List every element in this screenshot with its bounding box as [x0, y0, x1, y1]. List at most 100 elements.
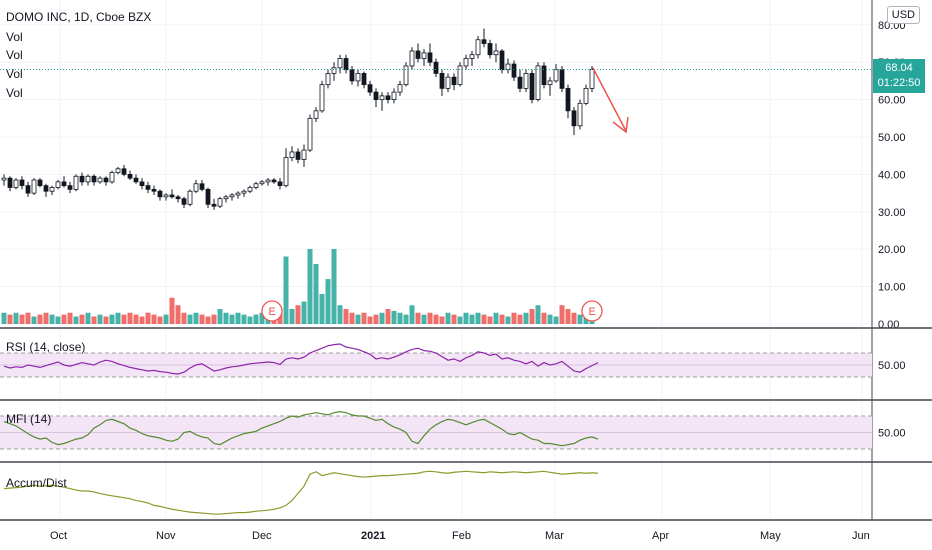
- candle-body: [457, 65, 463, 86]
- volume-bar: [343, 309, 349, 324]
- volume-bar: [205, 316, 211, 324]
- candle-body: [451, 76, 457, 86]
- time-axis-tick-label: Nov: [156, 530, 176, 542]
- candle-body: [199, 183, 205, 190]
- volume-bar: [565, 309, 571, 324]
- candle-body: [259, 181, 265, 185]
- volume-bar: [43, 312, 49, 324]
- volume-bar: [385, 309, 391, 324]
- candle-body: [49, 187, 55, 192]
- candle-body: [487, 43, 493, 56]
- candle-body: [217, 198, 223, 207]
- volume-bar: [1, 312, 7, 324]
- candle-body: [211, 203, 217, 207]
- candle-body: [499, 50, 505, 71]
- mfi-line: [3, 410, 599, 447]
- candle-body: [481, 39, 487, 44]
- candle-body: [157, 190, 163, 198]
- volume-bar: [409, 305, 415, 324]
- volume-bar: [571, 312, 577, 324]
- volume-bar: [529, 309, 535, 324]
- candle-body: [163, 194, 169, 198]
- candle-body: [127, 173, 133, 179]
- time-axis-tick-label: Jun: [852, 530, 870, 542]
- volume-bar: [103, 316, 109, 324]
- volume-bar: [313, 264, 319, 324]
- candle-body: [313, 110, 319, 119]
- candle-body: [67, 185, 73, 190]
- volume-bar: [151, 314, 157, 324]
- candle-body: [79, 175, 85, 183]
- candle-body: [235, 192, 241, 196]
- candle-body: [55, 181, 61, 188]
- volume-bar: [493, 312, 499, 324]
- candle-body: [271, 179, 277, 183]
- volume-bar: [403, 314, 409, 324]
- bar-countdown: 01:22:50: [877, 77, 921, 89]
- volume-bar: [121, 314, 127, 324]
- candle-body: [535, 65, 541, 101]
- volume-bar: [559, 305, 565, 324]
- volume-bar: [433, 314, 439, 324]
- arrow-annotation-line: [592, 67, 627, 132]
- candle-body: [1, 177, 7, 181]
- volume-bar: [217, 309, 223, 324]
- candle-body: [133, 177, 139, 183]
- price-axis-tick-label: 10.00: [878, 282, 906, 294]
- time-axis-tick-label: 2021: [361, 530, 385, 542]
- candle-body: [85, 175, 91, 183]
- volume-bar: [421, 314, 427, 324]
- candle-body: [511, 63, 517, 78]
- candle-body: [541, 65, 547, 86]
- candle-body: [469, 54, 475, 59]
- volume-bar: [319, 294, 325, 324]
- candle-body: [523, 73, 529, 89]
- rsi-axis-tick-label: 50.00: [878, 360, 906, 372]
- candle-body: [433, 61, 439, 74]
- volume-bar: [67, 312, 73, 324]
- volume-bar: [511, 312, 517, 324]
- volume-bar: [583, 316, 589, 324]
- volume-bar: [235, 312, 241, 324]
- volume-bar: [133, 314, 139, 324]
- candle-body: [589, 69, 595, 89]
- volume-bar: [391, 310, 397, 324]
- candle-body: [265, 179, 271, 183]
- volume-bar: [13, 312, 19, 324]
- volume-bar: [379, 312, 385, 324]
- candle-body: [103, 177, 109, 183]
- candle-body: [13, 179, 19, 188]
- candle-body: [547, 80, 553, 86]
- candle-body: [343, 58, 349, 71]
- candle-body: [169, 194, 175, 198]
- volume-bar: [49, 314, 55, 324]
- candle-body: [301, 149, 307, 160]
- volume-bar: [439, 316, 445, 324]
- volume-bar: [187, 314, 193, 324]
- volume-bar: [199, 314, 205, 324]
- candle-body: [337, 58, 343, 69]
- candle-body: [139, 181, 145, 187]
- chart-title: DOMO INC, 1D, Cboe BZX: [6, 10, 152, 24]
- price-axis-tick-label: 20.00: [878, 244, 906, 256]
- volume-bar: [73, 316, 79, 324]
- candle-body: [145, 185, 151, 190]
- candle-body: [241, 190, 247, 194]
- candle-body: [391, 91, 397, 101]
- candle-body: [397, 84, 403, 93]
- candle-body: [295, 151, 301, 160]
- volume-bar: [307, 249, 313, 324]
- volume-bar: [415, 312, 421, 324]
- earnings-marker: [581, 300, 603, 322]
- volume-bar: [553, 316, 559, 324]
- ad-line: [3, 470, 599, 515]
- volume-bar: [115, 312, 121, 324]
- volume-bar: [445, 312, 451, 324]
- price-axis-tick-label: 40.00: [878, 169, 906, 181]
- volume-bar: [451, 314, 457, 324]
- candle-body: [355, 73, 361, 82]
- candle-body: [553, 69, 559, 82]
- currency-button[interactable]: USD: [886, 6, 920, 24]
- candle-body: [319, 84, 325, 112]
